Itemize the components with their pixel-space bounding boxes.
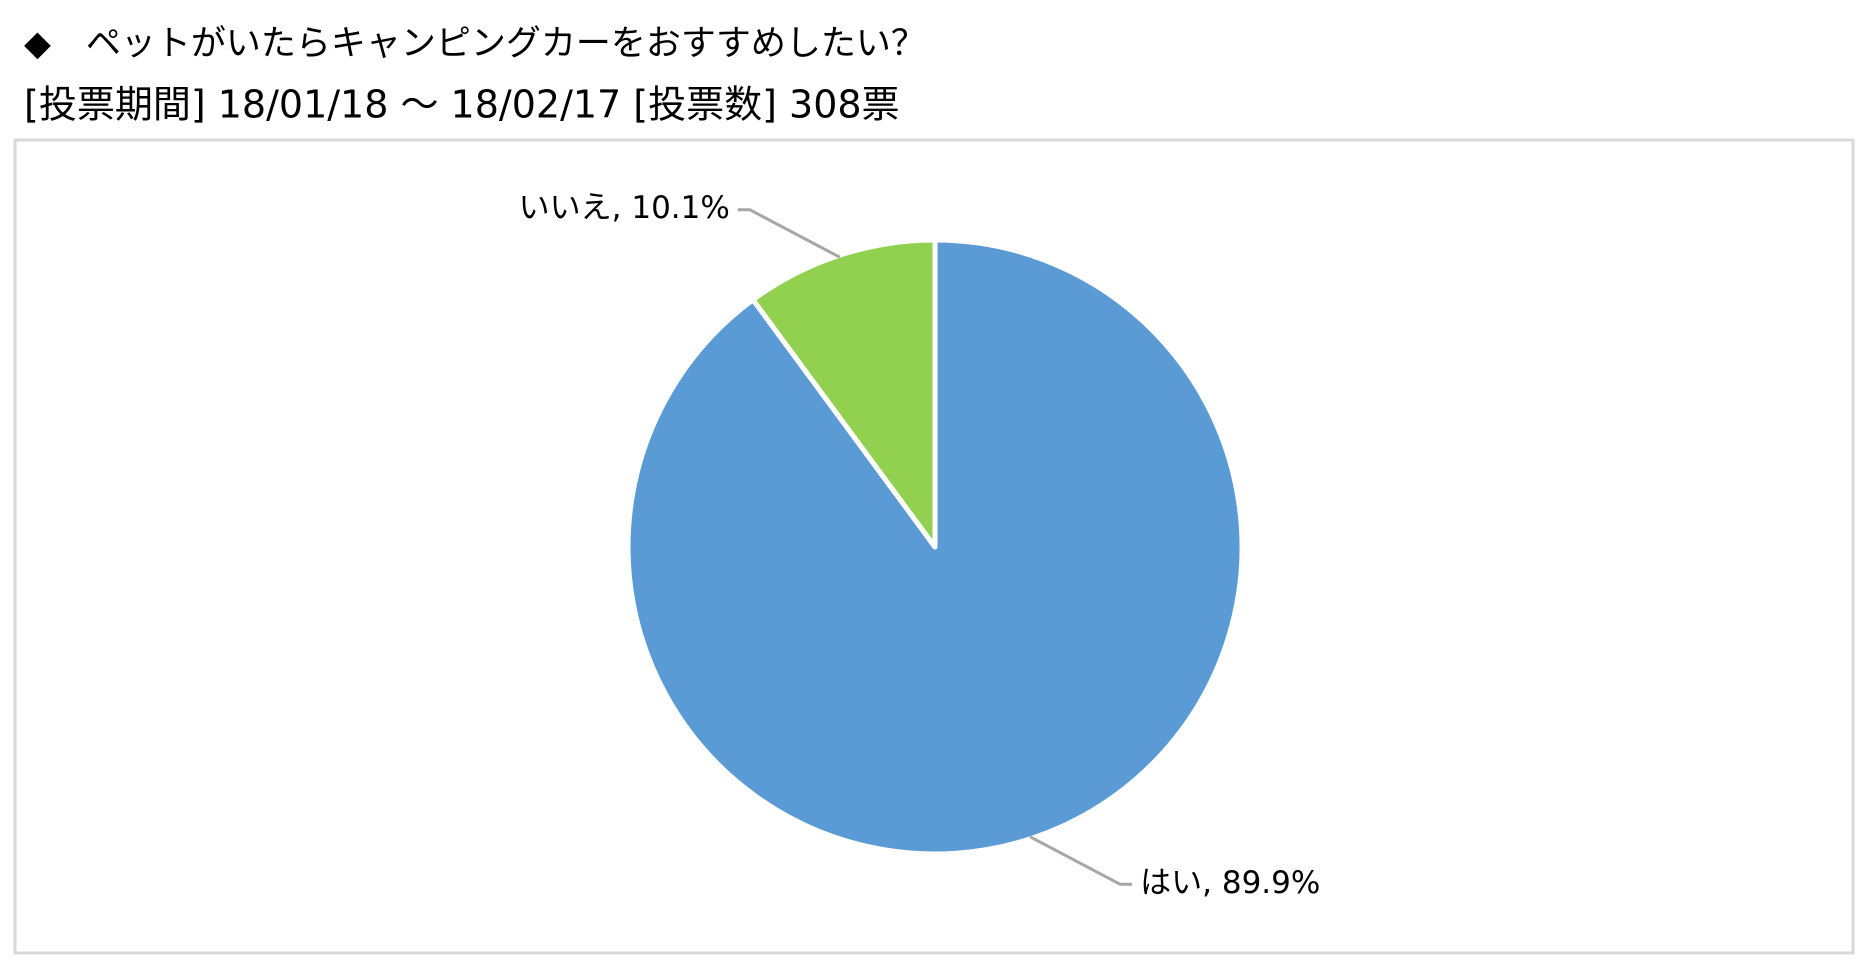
data-label: いいえ, 10.1% <box>519 190 730 226</box>
leader-line <box>1029 835 1133 886</box>
data-label: はい, 89.9% <box>1140 865 1320 901</box>
chart-subtitle: [投票期間] 18/01/18 ～ 18/02/17 [投票数] 308票 <box>24 83 900 127</box>
leader-line <box>737 208 841 259</box>
chart-title: ◆ ペットがいたらキャンピングカーをおすすめしたい？ <box>24 24 926 64</box>
